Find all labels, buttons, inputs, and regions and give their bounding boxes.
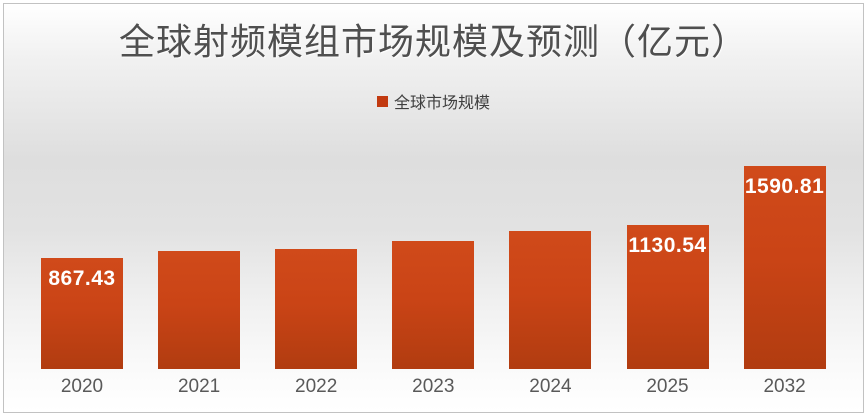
x-axis-label-2022: 2022 — [295, 376, 338, 397]
bar-2021 — [158, 251, 284, 371]
legend: 全球市场规模 — [4, 89, 863, 113]
x-axis-label-2024: 2024 — [529, 376, 572, 397]
legend-marker-icon — [376, 95, 388, 107]
bar-2023 — [392, 241, 518, 371]
data-label-2020: 867.43 — [48, 267, 116, 290]
chart-title: 全球射频模组市场规模及预测（亿元） — [118, 22, 748, 63]
x-axis-label-2021: 2021 — [177, 376, 221, 397]
plot-area: 867.43 2020 2021 2022 2023 2024 1130.54 2025 159… — [4, 4, 863, 412]
data-label-2032: 1590.81 — [744, 175, 825, 198]
legend-label: 全球市场规模 — [393, 93, 490, 112]
bar-2022 — [275, 249, 401, 371]
bar-2025: 1130.54 — [626, 225, 752, 371]
chart-frame: 全球射频模组市场规模及预测（亿元） 全球市场规模 867.43 2020 2021 2… — [3, 3, 864, 413]
bar-2032: 1590.81 — [743, 166, 863, 371]
x-axis-label-2032: 2032 — [763, 376, 806, 397]
bar-shadow — [820, 309, 863, 371]
x-axis-label-2020: 2020 — [60, 376, 104, 397]
data-label-2025: 1130.54 — [628, 234, 707, 257]
x-axis-label-2025: 2025 — [646, 376, 689, 397]
bar-2020: 867.43 — [41, 258, 166, 371]
x-axis-label-2023: 2023 — [412, 376, 455, 397]
bar-2024 — [509, 231, 635, 371]
